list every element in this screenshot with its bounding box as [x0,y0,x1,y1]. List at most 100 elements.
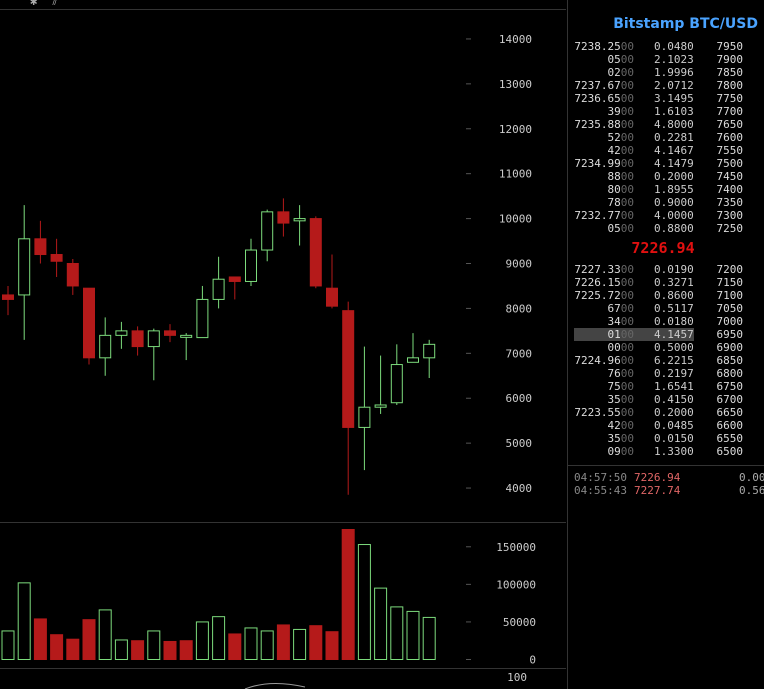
order-price-main: 39 [607,105,621,118]
order-price: 7225.7200 [574,289,634,302]
volume-bar [422,616,436,660]
order-price-main: 7227.33 [574,263,621,276]
order-amount: 1.6541 [654,380,694,393]
candle-body [2,294,14,300]
order-level: 6500 [716,445,744,458]
ask-row[interactable]: 4200 4.1467 7550 [574,144,754,157]
order-price: 3500 [574,393,635,406]
order-amount: 1.6103 [654,105,694,118]
order-price-main: 7224.96 [574,354,621,367]
order-price-main: 05 [607,222,621,235]
candle-body [374,404,387,408]
candle-body [293,218,306,222]
ask-row[interactable]: 5200 0.2281 7600 [574,131,754,144]
volume-bar [244,627,258,660]
candle-body [196,298,209,339]
order-price-dim: 00 [620,341,634,354]
order-level: 6850 [716,354,744,367]
ask-row[interactable]: 0200 1.9996 7850 [574,66,754,79]
indicator-pane[interactable]: 100 [0,669,566,689]
ask-row[interactable]: 7232.7700 4.0000 7300 [574,209,754,222]
candle [390,344,403,405]
order-amount: 0.0150 [654,432,694,445]
price-tick-label: 5000 [506,437,533,450]
ask-row[interactable]: 7800 0.9000 7350 [574,196,754,209]
order-price-main: 09 [607,445,621,458]
price-chart[interactable]: 4000 5000 6000 7000 8000 9000 10000 11000 12000 1… [0,10,566,530]
ask-row[interactable]: 8000 1.8955 7400 [574,183,754,196]
order-price-main: 7234.99 [574,157,621,170]
bid-row[interactable]: 6700 0.5117 7050 [574,302,754,315]
order-amount: 1.8955 [654,183,694,196]
candles-icon[interactable]: ⫽ [52,0,58,8]
order-amount: 2.0712 [654,79,694,92]
order-amount: 4.1467 [654,144,694,157]
bid-row[interactable]: 7600 0.2197 6800 [574,367,754,380]
order-price-dim: 00 [620,196,634,209]
volume-bar [179,640,193,660]
candle [277,198,290,237]
volume-bar [325,631,339,660]
ask-row[interactable]: 3900 1.6103 7700 [574,105,754,118]
order-level: 7950 [716,40,744,53]
order-level: 7050 [716,302,744,315]
indicator-line [244,683,306,689]
indicator-tick-label: 100 [507,671,527,684]
order-price: 7223.5500 [574,406,634,419]
ask-row[interactable]: 0500 2.1023 7900 [574,53,754,66]
volume-chart[interactable]: 0 50000 100000 150000 [0,523,566,668]
order-price-main: 67 [607,302,621,315]
candle [212,256,225,309]
order-level: 7250 [716,222,744,235]
ask-row[interactable]: 0500 0.8800 7250 [574,222,754,235]
price-tick-label: 9000 [506,258,533,271]
bid-row[interactable]: 7227.3300 0.0190 7200 [574,263,754,276]
order-price-dim: 00 [620,406,634,419]
ask-row[interactable]: 7238.2500 0.0480 7950 [574,40,754,53]
bid-row[interactable]: 7224.9600 6.2215 6850 [574,354,754,367]
bid-row[interactable]: 3500 0.0150 6550 [574,432,754,445]
gear-icon[interactable]: ✱ [30,0,38,8]
volume-bar [195,621,209,660]
order-price-main: 01 [607,328,621,341]
ask-row[interactable]: 7236.6500 3.1495 7750 [574,92,754,105]
order-level: 6650 [716,406,744,419]
order-price-dim: 00 [620,209,634,222]
candle-body [180,334,193,338]
chart-area[interactable]: ✱ ⫽ 4000 5000 6000 7000 8000 9000 10000 11000 12… [0,0,566,689]
candle [358,346,371,471]
ask-row[interactable]: 7235.8800 4.8000 7650 [574,118,754,131]
candle [342,301,355,495]
bid-row[interactable]: 3500 0.4150 6700 [574,393,754,406]
ask-row[interactable]: 7234.9900 4.1479 7500 [574,157,754,170]
volume-tick-label: 150000 [496,541,536,554]
bid-row[interactable]: 0900 1.3300 6500 [574,445,754,458]
price-tick-label: 8000 [506,302,533,315]
order-price-main: 7223.55 [574,406,621,419]
order-amount: 0.5117 [654,302,694,315]
order-price-dim: 00 [620,92,634,105]
bid-row[interactable]: 0100 4.1457 6950 [574,328,754,341]
order-price-main: 34 [607,315,621,328]
order-level: 7200 [716,263,744,276]
bid-row[interactable]: 3400 0.0180 7000 [574,315,754,328]
order-amount: 0.9000 [654,196,694,209]
volume-bar [260,630,274,660]
ask-row[interactable]: 7237.6700 2.0712 7800 [574,79,754,92]
candle-body [407,357,419,363]
order-price-dim: 00 [620,53,634,66]
order-price: 7226.1500 [574,276,634,289]
bid-row[interactable]: 7226.1500 0.3271 7150 [574,276,754,289]
bid-row[interactable]: 4200 0.0485 6600 [574,419,754,432]
order-amount: 0.2281 [654,131,694,144]
bid-row[interactable]: 0000 0.5000 6900 [574,341,754,354]
candle-body [99,334,112,359]
order-amount: 1.9996 [654,66,694,79]
bid-row[interactable]: 7225.7200 0.8600 7100 [574,289,754,302]
ask-row[interactable]: 8800 0.2000 7450 [574,170,754,183]
bid-row[interactable]: 7500 1.6541 6750 [574,380,754,393]
bid-row[interactable]: 7223.5500 0.2000 6650 [574,406,754,419]
volume-bar [163,640,177,660]
trade-price: 7226.94 [634,471,681,484]
trade-row: 04:57:50 7226.94 0.00 [574,471,764,484]
